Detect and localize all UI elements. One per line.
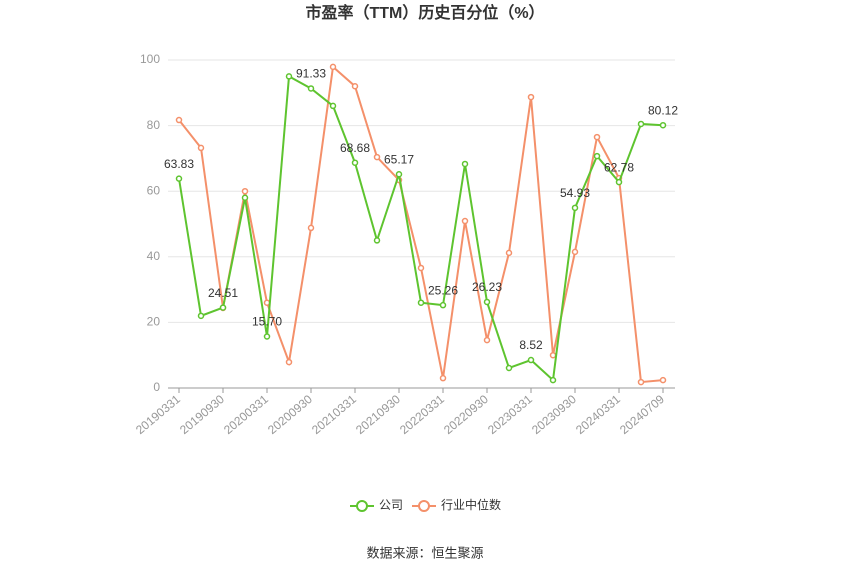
point	[571, 248, 579, 256]
point	[329, 63, 337, 71]
data-label: 26.23	[472, 280, 502, 294]
legend-label: 行业中位数	[441, 497, 501, 512]
data-label: 65.17	[384, 152, 414, 166]
data-label: 91.33	[296, 67, 326, 81]
point	[593, 152, 601, 160]
x-tick-label: 20200331	[221, 392, 271, 437]
point	[307, 224, 315, 232]
point	[219, 304, 227, 311]
point	[527, 356, 535, 364]
legend-marker	[356, 500, 368, 512]
point	[329, 102, 337, 110]
point	[175, 175, 183, 182]
data-label: 24.51	[208, 286, 238, 300]
point	[351, 82, 359, 90]
point	[175, 116, 183, 124]
y-tick-label: 80	[147, 118, 161, 132]
point	[285, 358, 293, 366]
point	[659, 121, 667, 129]
x-tick-label: 20220930	[441, 392, 491, 437]
data-label: 68.68	[340, 141, 370, 155]
point	[373, 153, 381, 161]
legend-label: 公司	[379, 498, 403, 512]
x-tick-label: 20230331	[485, 392, 535, 437]
x-tick-label: 20230930	[529, 392, 579, 437]
data-label: 54.93	[560, 186, 590, 200]
point	[571, 204, 579, 212]
point	[637, 120, 645, 128]
x-tick-label: 20200930	[265, 392, 315, 437]
x-tick-label: 20240331	[573, 392, 623, 437]
x-tick-label: 20190331	[133, 392, 183, 437]
point	[263, 333, 271, 340]
point	[461, 217, 469, 225]
point	[417, 264, 425, 272]
point	[505, 364, 513, 372]
point	[307, 85, 315, 92]
data-label: 8.52	[519, 338, 543, 352]
x-tick-label: 20190930	[177, 392, 227, 437]
point	[483, 336, 491, 344]
y-tick-label: 0	[153, 380, 160, 394]
point	[351, 159, 359, 166]
point	[637, 378, 645, 386]
data-label: 62.78	[604, 160, 634, 174]
point	[417, 299, 425, 306]
point	[395, 170, 403, 178]
point	[241, 187, 249, 195]
y-tick-label: 40	[147, 249, 161, 263]
legend-marker	[418, 500, 430, 512]
point	[483, 298, 491, 306]
point	[549, 376, 557, 384]
point	[461, 160, 469, 168]
y-tick-label: 100	[140, 52, 160, 66]
data-label: 63.83	[164, 157, 194, 171]
point	[285, 73, 293, 80]
point	[197, 312, 205, 320]
y-tick-label: 60	[147, 183, 161, 197]
chart-title: 市盈率（TTM）历史百分位（%）	[305, 3, 544, 22]
point	[241, 194, 249, 202]
x-tick-label: 20220331	[397, 392, 447, 437]
x-tick-label: 20210930	[353, 392, 403, 437]
point	[549, 351, 557, 359]
point	[527, 93, 535, 101]
point	[197, 144, 205, 152]
x-tick-label: 20240709	[617, 392, 667, 437]
x-tick-label: 20210331	[309, 392, 359, 437]
point	[505, 249, 513, 257]
point	[659, 376, 667, 384]
series-line	[178, 64, 664, 384]
point	[373, 237, 381, 244]
data-label: 25.26	[428, 283, 458, 297]
point	[593, 133, 601, 141]
data-label: 80.12	[648, 103, 678, 117]
y-tick-label: 20	[147, 315, 161, 329]
point	[615, 178, 623, 186]
data-label: 15.70	[252, 315, 282, 329]
point	[439, 374, 447, 382]
point	[439, 301, 447, 309]
source: 数据来源：恒生聚源	[366, 545, 483, 560]
